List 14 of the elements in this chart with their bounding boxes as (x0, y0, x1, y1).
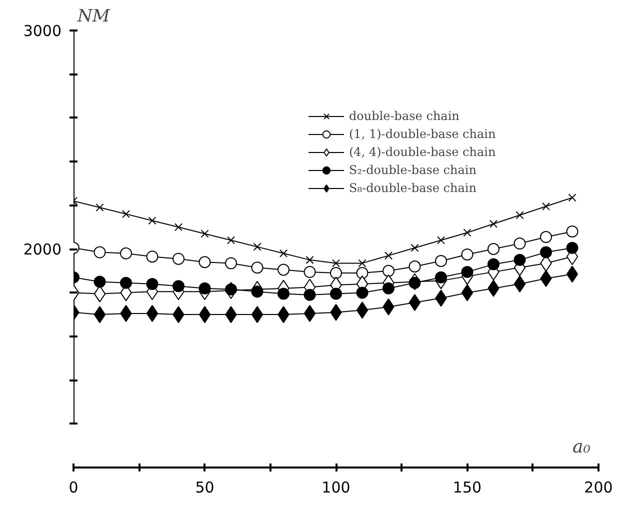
y-axis-title: NM (76, 6, 110, 26)
x-axis-title: a₀ (572, 436, 591, 458)
legend-label: S₈-double-base chain (349, 180, 476, 197)
legend-label: (4, 4)-double-base chain (349, 144, 496, 161)
x-tick-label: 150 (452, 478, 482, 496)
y-tick-label: 3000 (23, 22, 62, 40)
x-tick-label: 100 (322, 478, 350, 496)
x-tick-label: 0 (68, 478, 78, 496)
x-tick-label: 50 (195, 478, 214, 496)
x-tick-label: 200 (584, 478, 613, 496)
legend-label: double-base chain (349, 108, 460, 125)
legend-label: (1, 1)-double-base chain (349, 126, 496, 143)
legend-label: S₂-double-base chain (349, 162, 476, 179)
y-tick-label: 2000 (23, 240, 62, 258)
